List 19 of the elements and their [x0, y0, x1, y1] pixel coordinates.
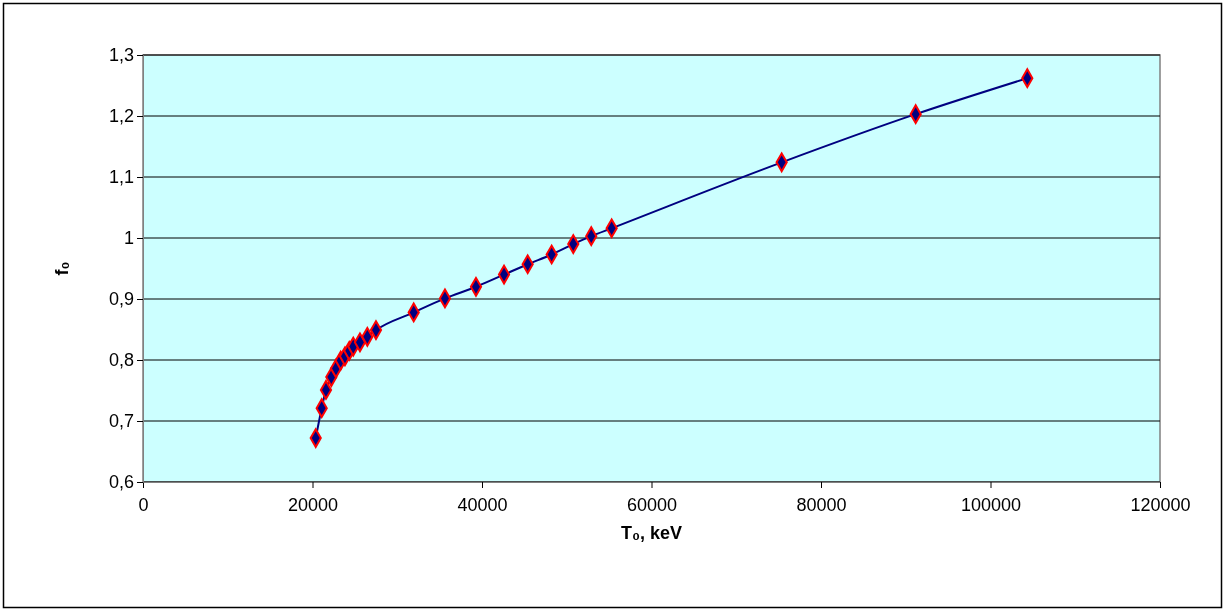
point — [369, 320, 383, 340]
y-tick-label: 1 — [123, 228, 134, 249]
y-axis-title: f₀ — [52, 261, 72, 276]
x-axis-title: T₀, keV — [620, 523, 683, 543]
x-tick-label: 120000 — [1130, 494, 1191, 515]
y-tick-label: 0,8 — [108, 350, 134, 371]
x-tick-label: 0 — [138, 494, 149, 515]
x-tick-label: 80000 — [796, 494, 847, 515]
y-tick-label: 0,6 — [108, 472, 134, 493]
x-tick-label: 100000 — [960, 494, 1022, 515]
x-tick-label: 40000 — [457, 494, 508, 515]
point — [319, 380, 333, 400]
y-tick-label: 0,9 — [108, 289, 134, 310]
x-tick-label: 20000 — [287, 494, 339, 515]
y-tick-label: 1,1 — [108, 167, 134, 188]
y-tick-label: 0,7 — [108, 411, 134, 432]
y-tick-label: 1,3 — [108, 45, 134, 66]
y-tick-label: 1,2 — [108, 106, 134, 127]
x-tick-label: 60000 — [626, 494, 678, 515]
